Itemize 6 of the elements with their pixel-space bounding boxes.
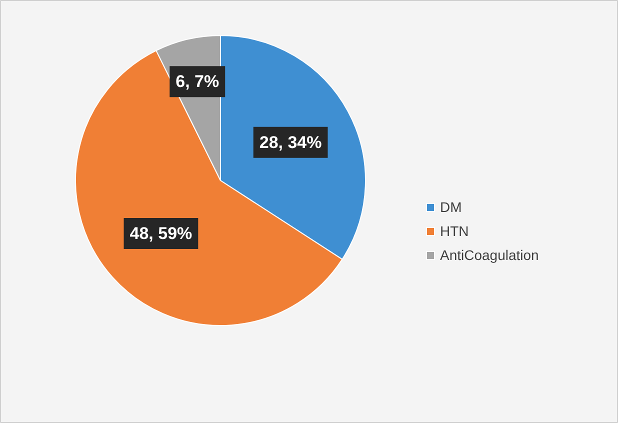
data-label: 48, 59% [130,224,192,244]
legend-label: DM [440,199,462,215]
data-label: 6, 7% [176,72,220,92]
legend-label: AntiCoagulation [440,247,539,263]
data-label: 28, 34% [259,132,322,152]
legend-label: HTN [440,223,469,239]
